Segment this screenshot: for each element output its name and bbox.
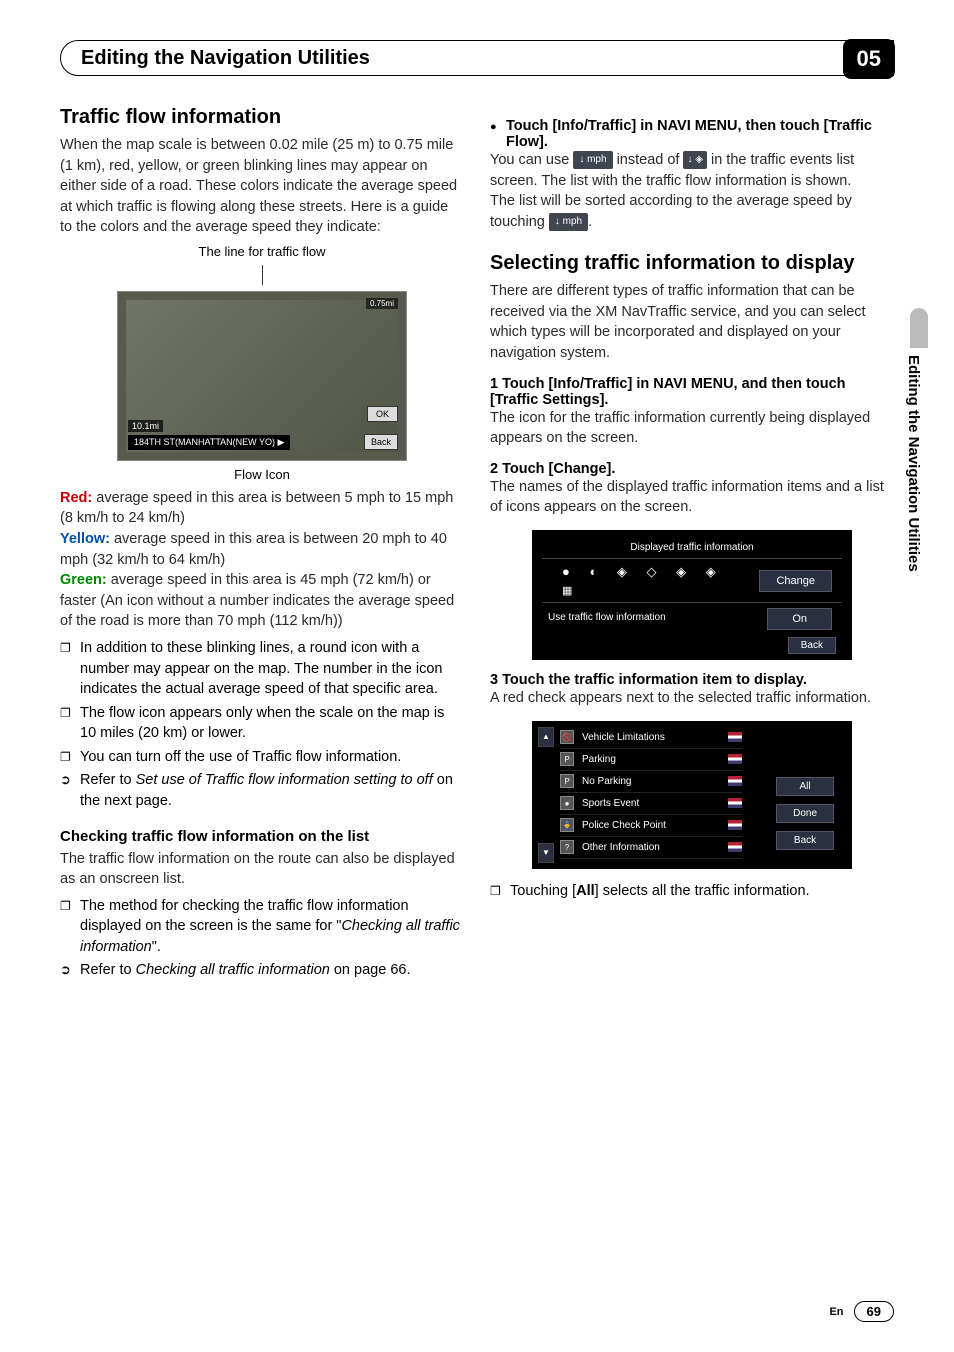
notes-list-1: In addition to these blinking lines, a r… (60, 638, 464, 767)
traffic-flow-intro: When the map scale is between 0.02 mile … (60, 135, 464, 238)
list-item[interactable]: PNo Parking (560, 771, 742, 793)
pointer-line (262, 265, 263, 285)
bullet-step: Touch [Info/Traffic] in NAVI MENU, then … (490, 118, 894, 150)
list-item[interactable]: ?Other Information (560, 837, 742, 859)
s1-icons: ● ◐ ◈ ◇ ◈ ◈ (562, 564, 724, 580)
selecting-intro: There are different types of traffic inf… (490, 281, 894, 363)
traffic-item-list: 🚫Vehicle Limitations PParking PNo Parkin… (560, 727, 742, 859)
refer-2: Refer to Checking all traffic informatio… (60, 960, 464, 981)
footer-page: 69 (854, 1301, 894, 1322)
list-item[interactable]: PParking (560, 749, 742, 771)
note-item: The flow icon appears only when the scal… (80, 703, 464, 744)
green-label: Green: (60, 572, 107, 588)
vehicle-limit-icon: 🚫 (560, 730, 574, 744)
diamond-button-icon: ↓ ◈ (683, 151, 706, 169)
bullet-body: You can use ↓ mph instead of ↓ ◈ in the … (490, 150, 894, 191)
notes-list-2: The method for checking the traffic flow… (60, 896, 464, 958)
step-2: 2 Touch [Change]. (490, 461, 894, 477)
other-icon: ? (560, 840, 574, 854)
side-tab-cap (910, 308, 928, 348)
red-label: Red: (60, 490, 92, 506)
back-button[interactable]: Back (776, 831, 834, 850)
note-item: You can turn off the use of Traffic flow… (80, 747, 464, 768)
color-guide: Red: average speed in this area is betwe… (60, 488, 464, 632)
step-3-body: A red check appears next to the selected… (490, 688, 894, 709)
map-scale: 0.75mi (366, 298, 398, 309)
left-column: Traffic flow information When the map sc… (60, 106, 464, 981)
flag-icon (728, 842, 742, 852)
note-item: In addition to these blinking lines, a r… (80, 638, 464, 700)
selecting-heading: Selecting traffic information to display (490, 252, 894, 275)
yellow-label: Yellow: (60, 531, 110, 547)
scrollbar[interactable]: ▲ ▼ (538, 727, 554, 863)
done-button[interactable]: Done (776, 804, 834, 823)
list-item[interactable]: 👮Police Check Point (560, 815, 742, 837)
chapter-badge: 05 (843, 39, 895, 79)
notes-list-3: Touching [All] selects all the traffic i… (490, 881, 894, 902)
traffic-items-screenshot: ▲ ▼ 🚫Vehicle Limitations PParking PNo Pa… (532, 721, 852, 869)
step-2-body: The names of the displayed traffic infor… (490, 477, 894, 518)
on-button[interactable]: On (767, 608, 832, 630)
traffic-flow-heading: Traffic flow information (60, 106, 464, 129)
map-ok-button[interactable]: OK (367, 406, 398, 422)
all-button[interactable]: All (776, 777, 834, 796)
side-tab: Editing the Navigation Utilities (905, 355, 922, 572)
checking-list-body: The traffic flow information on the rout… (60, 849, 464, 890)
flag-icon (728, 776, 742, 786)
s1-use-label: Use traffic flow information (548, 612, 666, 623)
sort-body: The list will be sorted according to the… (490, 191, 894, 232)
step-3: 3 Touch the traffic information item to … (490, 672, 894, 688)
checking-list-heading: Checking traffic flow information on the… (60, 828, 464, 845)
map-distance: 10.1mi (128, 420, 163, 432)
flag-icon (728, 754, 742, 764)
caption-icon: Flow Icon (60, 467, 464, 482)
step-1-body: The icon for the traffic information cur… (490, 408, 894, 449)
sports-icon: ● (560, 796, 574, 810)
flag-icon (728, 732, 742, 742)
change-button[interactable]: Change (759, 570, 832, 592)
mph-button-icon: ↓ mph (573, 151, 612, 169)
page-footer: En 69 (829, 1301, 894, 1322)
footer-lang: En (829, 1306, 843, 1318)
step-1: 1 Touch [Info/Traffic] in NAVI MENU, and… (490, 376, 894, 408)
parking-icon: P (560, 752, 574, 766)
back-button[interactable]: Back (788, 637, 836, 654)
map-street: 184TH ST(MANHATTAN(NEW YO) ▶ (128, 435, 290, 450)
s1-icon2: ▦ (562, 584, 572, 597)
caption-line: The line for traffic flow (60, 244, 464, 259)
right-column: Touch [Info/Traffic] in NAVI MENU, then … (490, 106, 894, 981)
traffic-settings-screenshot: Displayed traffic information ● ◐ ◈ ◇ ◈ … (532, 530, 852, 660)
map-back-button[interactable]: Back (364, 434, 398, 450)
flag-icon (728, 798, 742, 808)
list-item[interactable]: ●Sports Event (560, 793, 742, 815)
page-header: Editing the Navigation Utilities 05 (60, 40, 894, 76)
flag-icon (728, 820, 742, 830)
s1-title: Displayed traffic information (532, 542, 852, 553)
list-item[interactable]: 🚫Vehicle Limitations (560, 727, 742, 749)
map-screenshot: 0.75mi 10.1mi 184TH ST(MANHATTAN(NEW YO)… (117, 291, 407, 461)
no-parking-icon: P (560, 774, 574, 788)
scroll-up-icon[interactable]: ▲ (538, 727, 554, 747)
mph-button-icon: ↓ mph (549, 213, 588, 231)
scroll-down-icon[interactable]: ▼ (538, 843, 554, 863)
header-title: Editing the Navigation Utilities (61, 47, 893, 70)
note-item: Touching [All] selects all the traffic i… (510, 881, 894, 902)
police-icon: 👮 (560, 818, 574, 832)
note-item: The method for checking the traffic flow… (80, 896, 464, 958)
refer-1: Refer to Set use of Traffic flow informa… (60, 770, 464, 811)
